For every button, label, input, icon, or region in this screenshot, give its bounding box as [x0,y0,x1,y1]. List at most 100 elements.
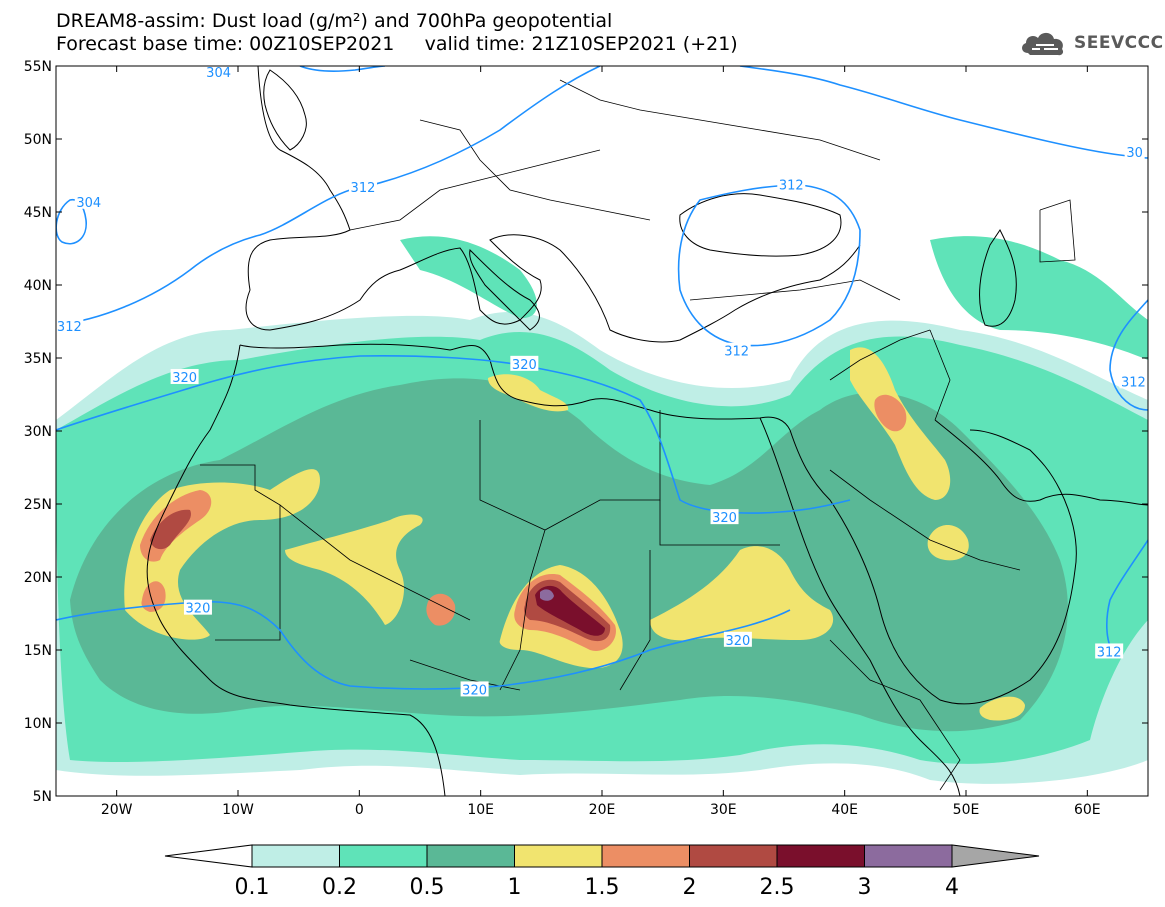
border-nigeria [409,659,521,691]
colorbar-segment [689,844,778,868]
dust-band-1-yemen [979,696,1025,721]
dust-band-1-libya [488,374,569,412]
border-saudi [829,469,1021,571]
contour-label: 320 [712,511,737,526]
contour-label: 312 [779,178,804,193]
contour-label: 320 [462,683,487,698]
lat-tick-label: 35N [24,351,52,367]
coast-red-sea [759,417,961,796]
contour-label-bg [170,368,199,384]
contour-label: 30 [1126,146,1143,161]
lon-ticks: 20W 10W 0 10E 20E 30E 40E 50E 60E [101,66,1101,818]
colorbar-label: 2 [683,875,697,900]
contour-label-bg [183,599,212,615]
contour-label-bg [1124,144,1145,160]
contour-label-bg [460,681,489,697]
country-borders [200,79,1076,791]
colorbar-segment [514,844,603,868]
title-line-2: Forecast base time: 00Z10SEP2021 valid t… [56,33,738,55]
colorbar-label: 1.5 [585,875,620,900]
colorbar-segment [426,844,515,868]
border-libya [479,410,661,531]
lon-tick-label: 60E [1074,802,1101,818]
dust-band-0-2-adriatic [400,236,537,319]
lat-ticks: 55N 50N 45N 40N 35N 30N 25N 20N 15N 10N 5N [24,59,1148,805]
contour-label-bg [1119,373,1148,389]
contour-label: 320 [512,358,537,373]
colorbar-label: 4 [945,875,959,900]
coast-arabia [789,429,1077,705]
coast-british-isles [263,69,307,151]
lon-tick-label: 50E [953,802,980,818]
colorbar-segment [776,844,865,868]
lat-tick-label: 15N [24,643,52,659]
contour-label-bg [204,63,233,79]
contour-312-east [739,66,1148,159]
dust-band-0-2-caspian [930,236,1148,360]
border-iraq [829,329,931,381]
contour-label: 304 [206,66,231,81]
seevccc-logo: SEEVCCC [1018,26,1164,60]
dust-band-2 [150,509,191,550]
contour-label-bg [710,509,739,525]
border-algeria-mali [279,504,471,621]
dust-band-3 [540,589,554,601]
contour-312-right [1109,299,1148,411]
border-europe-1 [349,149,601,231]
contour-label-bg [510,355,539,371]
lat-tick-label: 25N [24,497,52,513]
colorbar-label: 0.2 [322,875,357,900]
border-sudan-chad [619,550,651,691]
border-iran [929,329,951,421]
cloud-icon [1022,32,1064,56]
contour-label-bg [723,631,752,647]
border-europe-3 [559,79,881,161]
dust-band-0-5 [70,378,1068,732]
contour-label: 312 [1097,645,1122,660]
colorbar-segment [864,844,953,868]
colorbar: 0.1 0.2 0.5 1 1.5 2 2.5 3 4 [164,844,1040,900]
dust-band-1-5-iraq [874,394,907,432]
contour-label: 320 [172,371,197,386]
border-egypt-sudan [659,500,780,546]
contour-label: 304 [76,196,101,211]
colorbar-segment [601,844,690,868]
coast-caspian [979,229,1017,327]
border-turkey [689,279,901,301]
colorbar-label: 1 [508,875,522,900]
lat-tick-label: 20N [24,570,52,586]
lon-tick-label: 20W [101,802,133,818]
colorbar-label: 3 [858,875,872,900]
lat-tick-label: 45N [24,205,52,221]
coastlines [146,66,1148,796]
coast-africa-north [239,343,791,431]
lon-tick-label: 10E [467,802,494,818]
contour-label: 320 [725,634,750,649]
border-mauritania [200,464,281,641]
contour-label: 312 [724,345,749,360]
lon-tick-label: 40E [831,802,858,818]
colorbar-segment [339,844,428,868]
geopotential-labels: 304 304 312 312 312 312 312 312 30 320 320 320 320 32… [55,63,1148,698]
border-kazakh [1039,199,1076,263]
contour-312-arabian [1106,539,1148,651]
lon-tick-label: 0 [355,802,364,818]
border-ethiopia [829,639,961,791]
lon-tick-label: 20E [589,802,616,818]
lat-tick-label: 5N [33,789,52,805]
lat-tick-label: 40N [24,278,52,294]
contour-label-bg [1095,643,1124,659]
colorbar-arrow-high [951,844,1040,868]
contour-312-west [56,66,601,326]
contour-label: 312 [1121,375,1146,390]
lat-tick-label: 50N [24,132,52,148]
contour-label-bg [74,193,103,209]
dust-band-1-mali [285,514,423,625]
coast-persian-gulf [934,419,1148,506]
colorbar-segment [251,844,340,868]
lat-tick-label: 55N [24,59,52,75]
dust-band-1-sudan [650,546,834,641]
contour-label: 312 [57,320,82,335]
coast-africa-west [146,344,446,796]
